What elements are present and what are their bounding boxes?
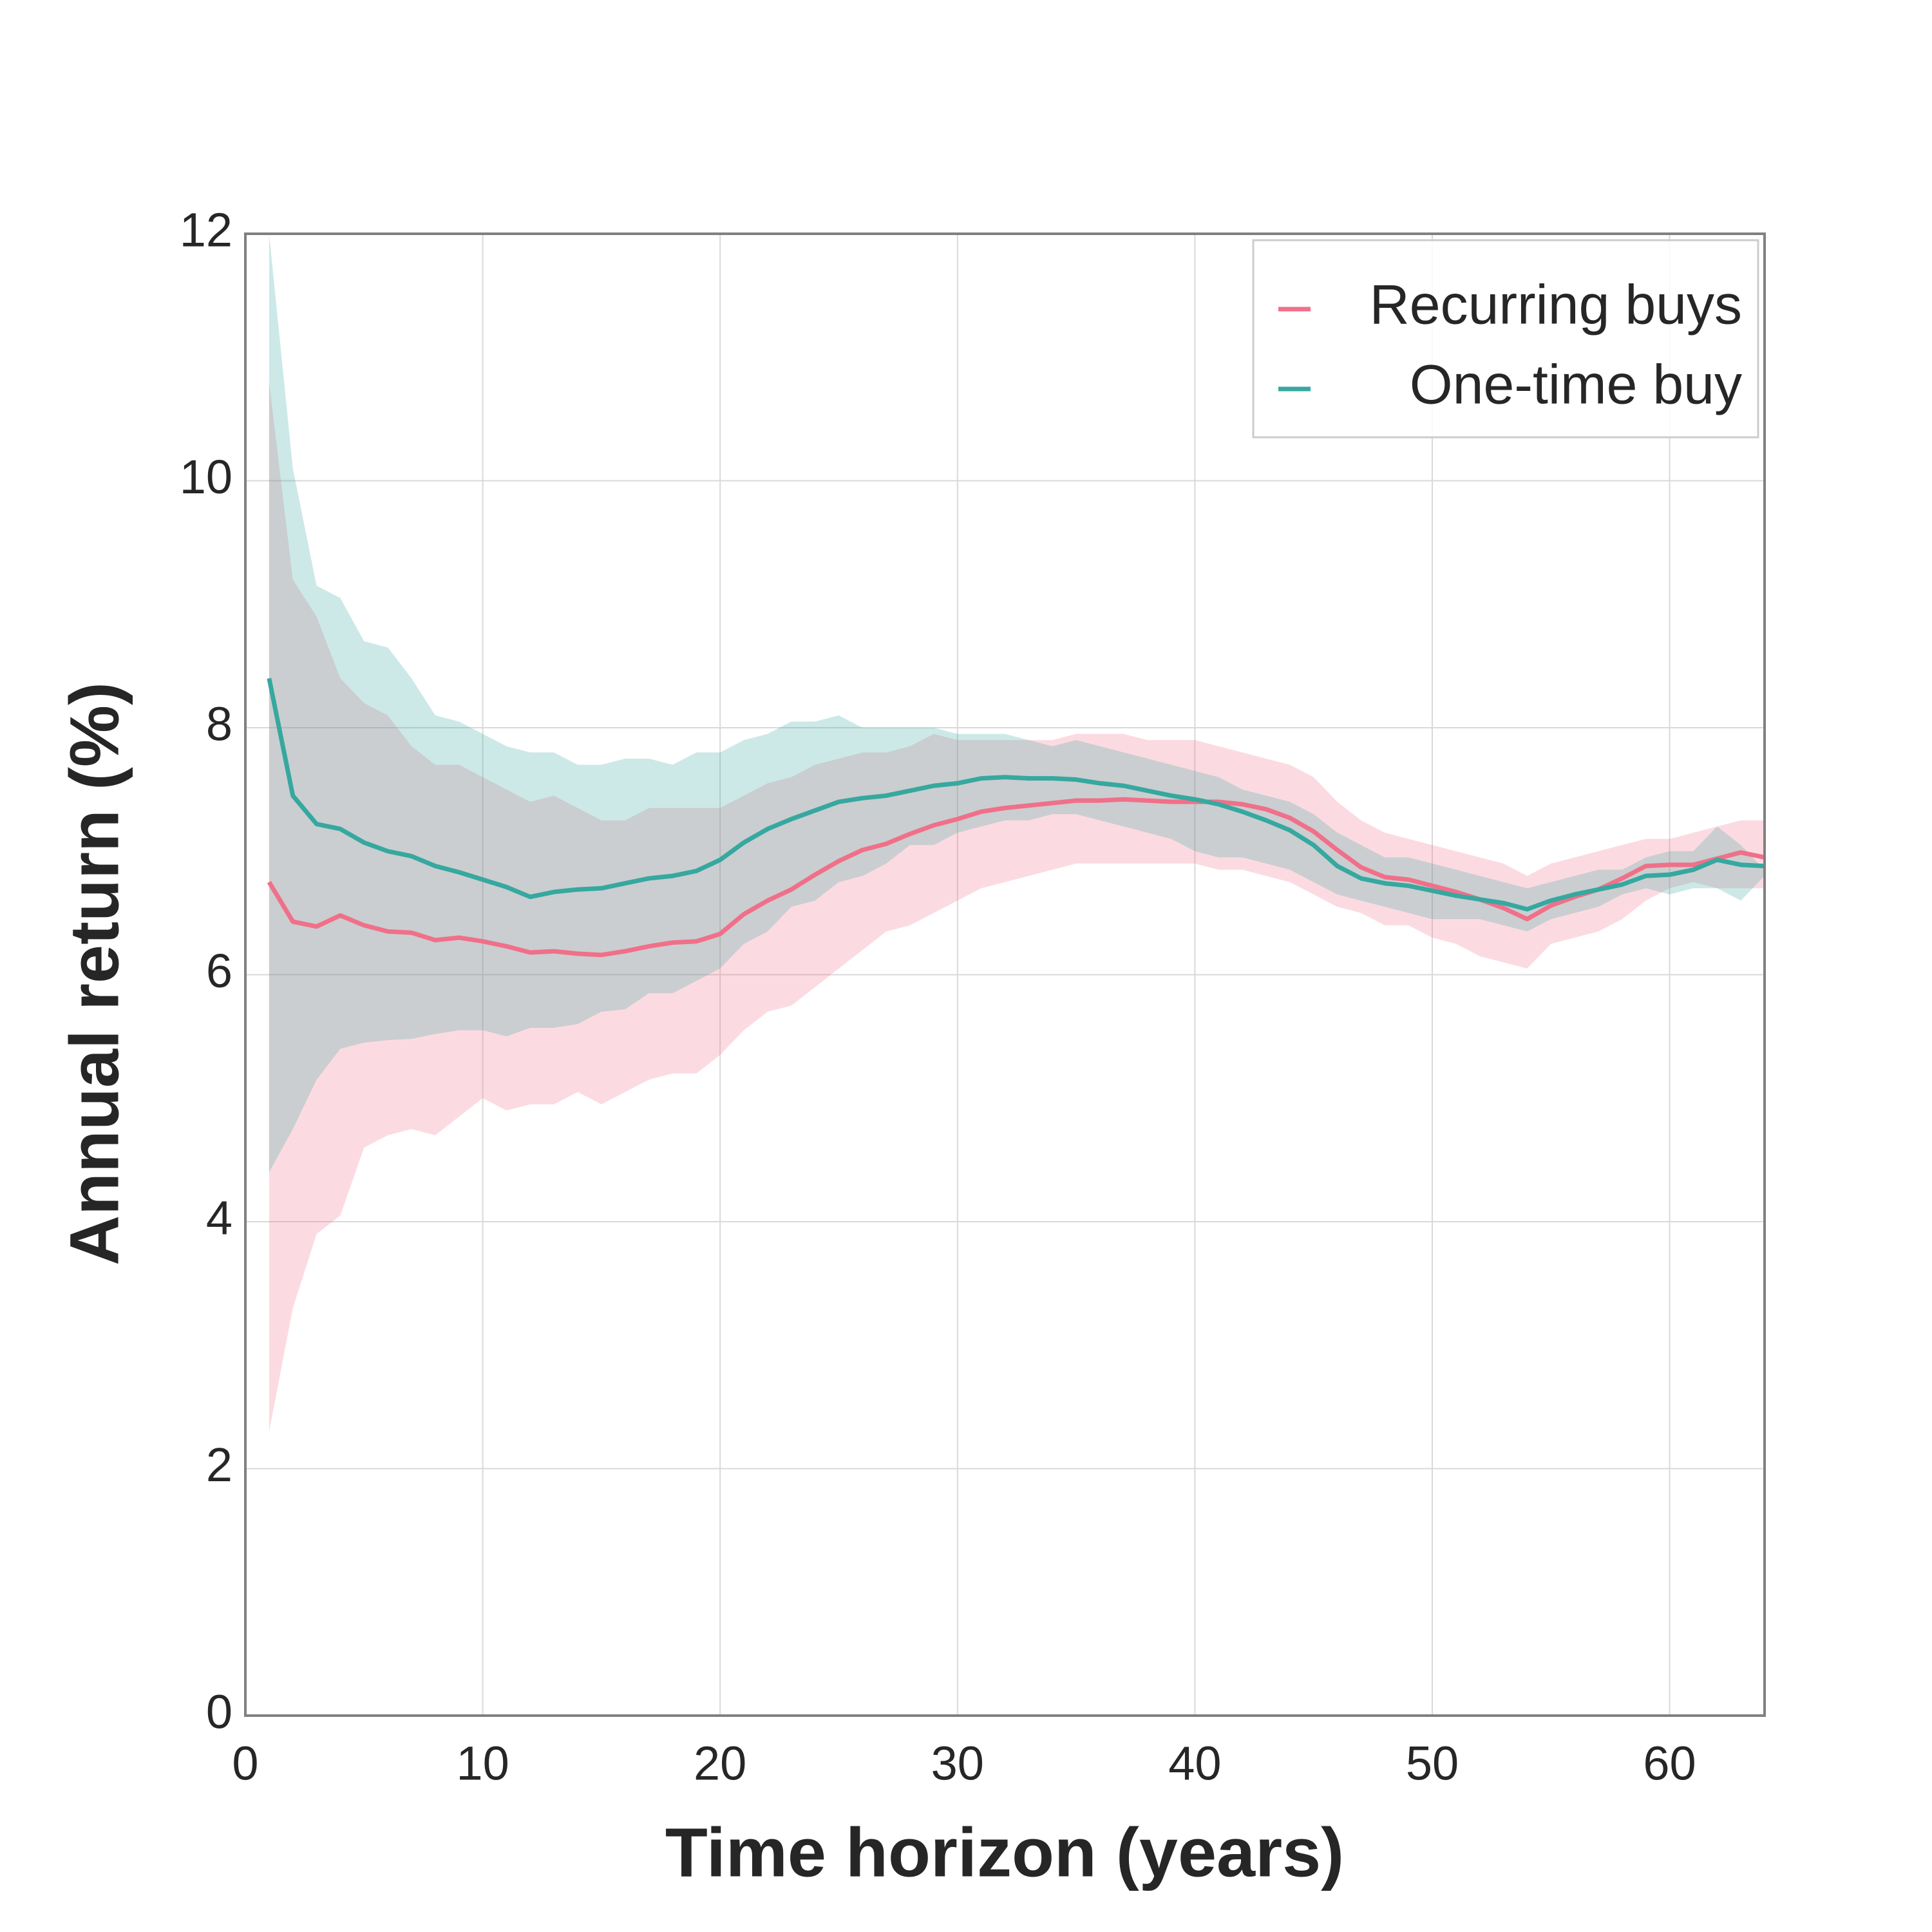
x-axis-label: Time horizon (years) [665,1814,1344,1891]
x-tick-label: 20 [694,1737,746,1790]
y-tick-label: 0 [206,1685,232,1739]
y-tick-label: 2 [206,1438,232,1492]
y-tick-label: 4 [206,1191,232,1245]
y-axis-label: Annual return (%) [55,682,133,1265]
y-tick-label: 12 [180,204,232,257]
y-tick-label: 10 [180,450,232,504]
series-line [267,677,1765,912]
x-tick-label: 60 [1643,1737,1696,1790]
x-tick-label: 50 [1406,1737,1459,1790]
x-tick-label: 10 [456,1737,509,1790]
y-tick-label: 8 [206,697,232,751]
plot-frame [244,232,1766,1717]
x-tick-label: 40 [1168,1737,1221,1790]
legend-label: One-time buy [1410,354,1742,416]
series-line [267,797,1765,958]
confidence-band [269,382,1765,1432]
legend-label: Recurring buys [1370,274,1742,336]
x-tick-label: 0 [232,1737,258,1790]
confidence-band [269,234,1765,1173]
y-tick-label: 6 [206,944,232,998]
plot-area [267,234,1765,1432]
x-tick-label: 30 [931,1737,984,1790]
legend-box [1252,239,1759,439]
